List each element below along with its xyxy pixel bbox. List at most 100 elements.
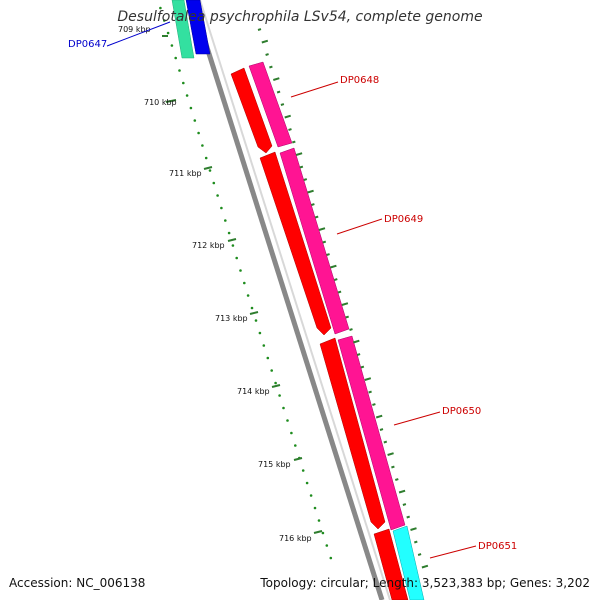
gc-tick: [280, 103, 285, 106]
gc-dot: [159, 6, 162, 10]
gc-tick: [379, 428, 384, 431]
topology-summary: Topology: circular; Length: 3,523,383 bp…: [260, 576, 590, 590]
gc-dot: [163, 19, 166, 22]
gene-arrow-teal[interactable]: [171, 0, 195, 59]
gene-arrow-dp0650-forward[interactable]: [319, 337, 386, 530]
gc-tick: [292, 140, 296, 144]
gc-tick: [349, 328, 353, 331]
gc-tick: [303, 178, 308, 181]
gc-dot: [290, 431, 293, 435]
gc-dot: [278, 394, 281, 397]
gc-skew-track: [257, 28, 429, 569]
gc-dot: [201, 144, 204, 147]
gc-tick: [360, 365, 365, 369]
gc-tick: [326, 253, 330, 256]
scale-label-711: 711 kbp: [169, 169, 202, 178]
gc-tick: [295, 152, 303, 156]
gc-dot: [262, 344, 266, 347]
callout-line-dp0649: [336, 218, 383, 235]
gc-tick: [341, 302, 349, 306]
gc-tick: [372, 403, 376, 406]
gc-tick: [345, 315, 349, 319]
gene-arrow-dp0651-cyan[interactable]: [392, 525, 425, 600]
gene-label-dp0647[interactable]: DP0647: [68, 39, 107, 50]
gene-block-dp0647[interactable]: [171, 0, 211, 59]
gc-tick: [337, 290, 342, 294]
gene-callouts: DP0647 DP0648 DP0649 DP0650 DP0651: [68, 21, 517, 559]
gc-tick: [273, 77, 280, 81]
gene-arrow-dp0650-reverse[interactable]: [337, 335, 406, 531]
gc-dot: [282, 406, 285, 410]
gene-arrow-dp0649-forward[interactable]: [259, 151, 332, 336]
gc-tick: [322, 240, 327, 244]
callout-line-dp0651: [429, 545, 477, 559]
gc-tick: [402, 503, 407, 506]
gene-arrow-dp0648-forward[interactable]: [230, 67, 273, 154]
gc-dot: [174, 56, 177, 60]
gc-content-track: [159, 6, 333, 560]
gc-tick: [311, 203, 315, 206]
gc-dot: [258, 331, 262, 335]
gc-tick: [307, 189, 314, 194]
gc-dot: [243, 281, 246, 285]
gene-label-dp0649[interactable]: DP0649: [384, 214, 423, 225]
gc-dot: [235, 256, 238, 260]
gc-dot: [227, 231, 231, 235]
gc-dot: [270, 369, 274, 372]
gc-dot: [254, 319, 258, 322]
gene-arrow-dp0651-forward[interactable]: [373, 528, 409, 600]
gc-tick: [318, 227, 326, 231]
scale-tick-710: [165, 99, 177, 103]
scale-tick-715: [293, 457, 303, 461]
gc-dot: [317, 519, 321, 522]
gc-dot: [329, 556, 333, 560]
gc-tick: [375, 414, 383, 419]
gc-tick: [330, 264, 337, 269]
gc-tick: [334, 278, 338, 281]
gc-dot: [166, 31, 170, 35]
gc-dot: [286, 419, 289, 422]
gc-dot: [309, 494, 313, 497]
gene-arrow-dp0649-reverse[interactable]: [279, 147, 350, 335]
gc-tick: [417, 553, 422, 556]
gc-dot: [185, 94, 189, 97]
gc-dot: [305, 481, 309, 485]
gc-tick: [276, 90, 281, 94]
backbone-line: [189, 0, 385, 600]
gc-dot: [325, 544, 329, 547]
gc-dot: [216, 194, 219, 197]
gc-dot: [220, 206, 223, 210]
scale-ticks: 709 kbp 710 kbp 711 kbp 712 kbp 713 kbp …: [118, 25, 323, 543]
map-title: Desulfotalea psychrophila LSv54, complet…: [117, 9, 483, 25]
gene-label-dp0648[interactable]: DP0648: [340, 75, 379, 86]
gc-dot: [250, 306, 254, 310]
callout-line-dp0648: [290, 81, 339, 98]
gc-tick: [353, 339, 360, 344]
scale-tick-713: [249, 311, 259, 315]
scale-tick-711: [203, 166, 213, 170]
gc-dot: [170, 44, 174, 47]
gene-label-dp0651[interactable]: DP0651: [478, 541, 517, 552]
gene-arrow-dp0648-reverse[interactable]: [248, 61, 293, 148]
gc-tick: [406, 515, 410, 519]
backbone-edge: [199, 0, 391, 600]
gc-tick: [265, 53, 269, 56]
callout-line-dp0650: [393, 411, 441, 426]
gc-dot: [266, 356, 270, 360]
gc-dot: [321, 531, 325, 535]
gc-tick: [398, 489, 406, 494]
scale-label-713: 713 kbp: [215, 314, 248, 323]
gc-dot: [189, 106, 193, 110]
gc-tick: [261, 39, 269, 44]
gene-arrow-blue[interactable]: [185, 0, 211, 55]
gc-dot: [212, 181, 216, 185]
gene-label-dp0650[interactable]: DP0650: [442, 406, 481, 417]
gc-tick: [269, 65, 273, 69]
gc-tick: [364, 377, 372, 381]
gc-tick: [391, 465, 395, 469]
scale-label-712: 712 kbp: [192, 241, 225, 250]
gc-dot: [224, 219, 227, 222]
gc-dot: [204, 156, 208, 160]
scale-label-710: 710 kbp: [144, 98, 177, 107]
gc-tick: [356, 353, 361, 356]
